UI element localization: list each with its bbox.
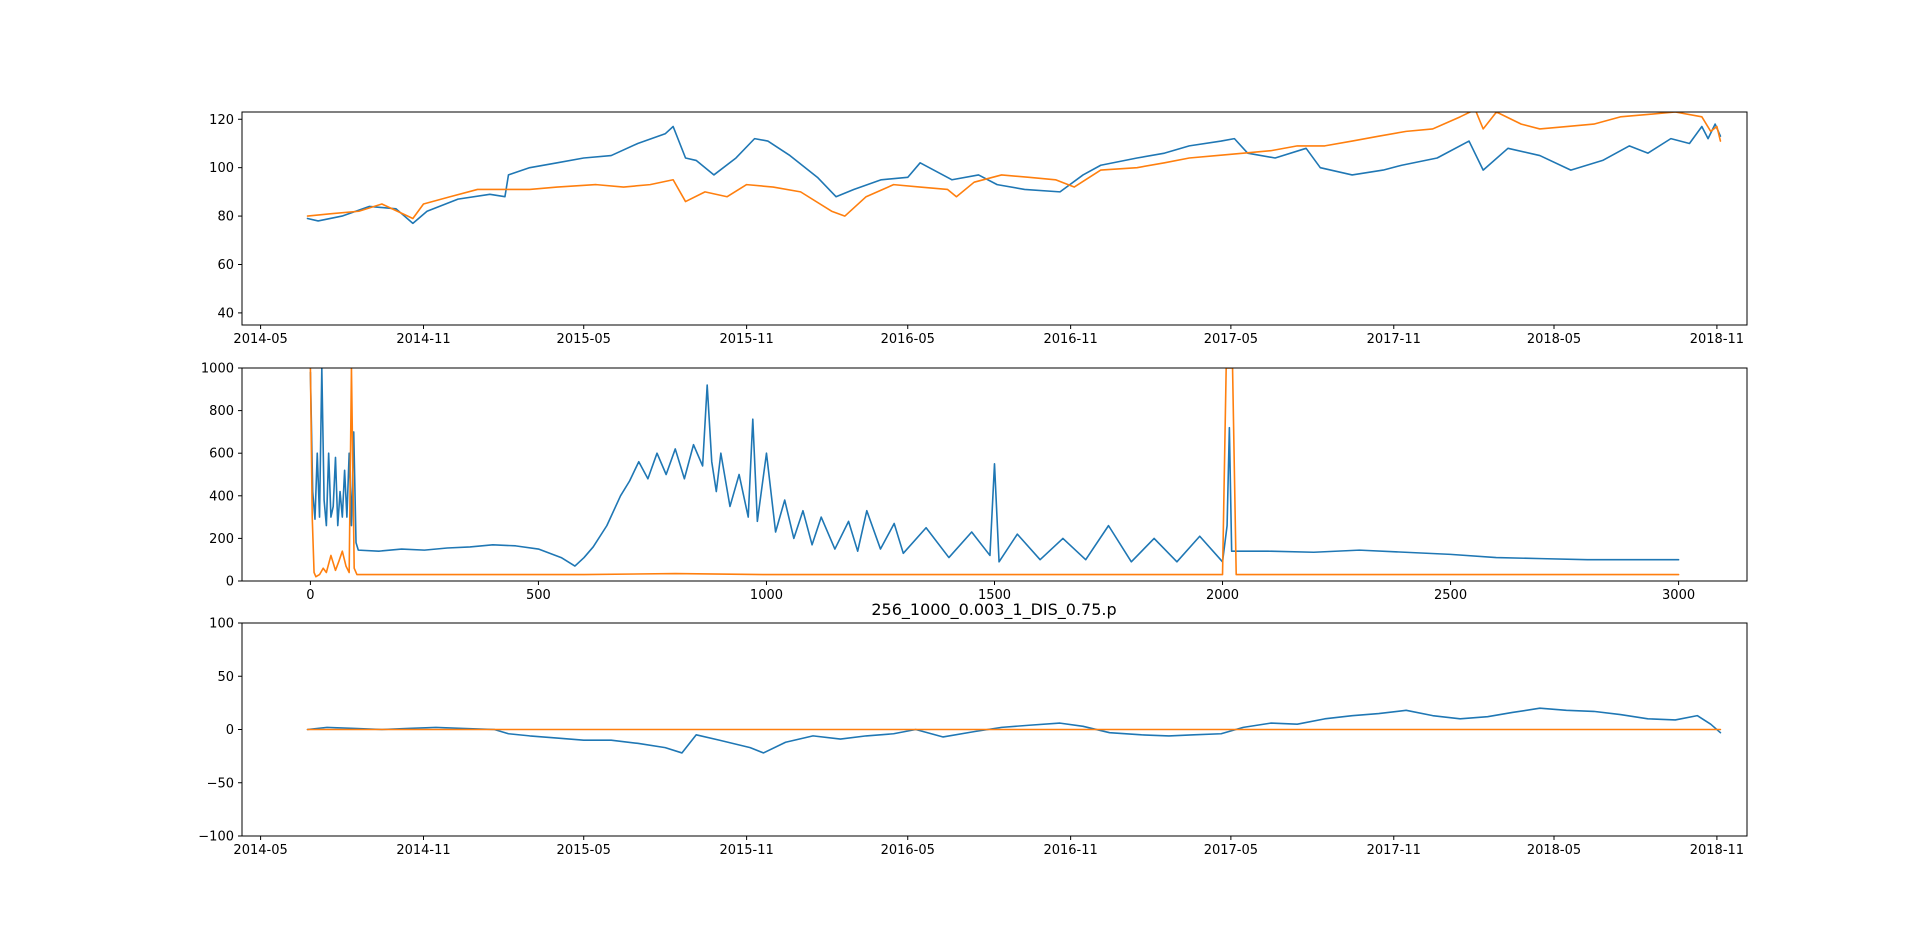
bottom-difference-chart-x-tick-label: 2018-11 xyxy=(1690,843,1744,858)
middle-iteration-chart-y-tick-label: 600 xyxy=(209,447,234,462)
middle-iteration-chart-x-tick-label: 1500 xyxy=(978,588,1011,603)
middle-iteration-chart-y-tick-label: 800 xyxy=(209,404,234,419)
top-price-chart-series-2-line xyxy=(306,112,1722,220)
top-price-chart-x-tick-label: 2014-11 xyxy=(396,332,450,347)
bottom-difference-chart-x-tick-label: 2015-05 xyxy=(557,843,611,858)
top-price-chart-series xyxy=(306,112,1722,225)
bottom-difference-chart-x-tick-label: 2016-11 xyxy=(1043,843,1097,858)
middle-iteration-chart-series-1-line xyxy=(309,368,1680,567)
middle-iteration-chart-x-tick-label: 2500 xyxy=(1434,588,1467,603)
bottom-difference-chart-x-tick-label: 2015-11 xyxy=(719,843,773,858)
top-price-chart-y-tick-label: 60 xyxy=(217,258,234,273)
bottom-difference-chart-y-tick-label: −50 xyxy=(207,776,234,791)
bottom-difference-chart-x-tick-label: 2018-05 xyxy=(1527,843,1581,858)
top-price-chart-x-tick-label: 2015-11 xyxy=(719,332,773,347)
top-price-chart-y-tick-label: 40 xyxy=(217,306,234,321)
bottom-difference-chart-x-tick-label: 2016-05 xyxy=(881,843,935,858)
middle-iteration-chart-y-tick-label: 1000 xyxy=(201,362,234,377)
bottom-difference-chart-ticks: 2014-05 2014-11 2015-05 2015-11 2016-05 2016-… xyxy=(198,617,1744,859)
bottom-difference-chart-x-tick-label: 2014-11 xyxy=(396,843,450,858)
top-price-chart-y-tick-label: 120 xyxy=(209,113,234,128)
bottom-difference-chart-series xyxy=(306,707,1722,754)
middle-iteration-chart-ticks: 0 500 1000 1500 2000 2500 3000 0 200 400 600 800 100… xyxy=(201,362,1695,604)
top-price-chart-x-tick-label: 2014-05 xyxy=(233,332,287,347)
top-price-chart: 2014-05 2014-11 2015-05 2015-11 2016-05 2016-… xyxy=(209,111,1748,347)
bottom-difference-chart: 256_1000_0.003_1_DIS_0.75.p 2014-05 2014-… xyxy=(198,600,1748,859)
top-price-chart-y-tick-label: 80 xyxy=(217,210,234,225)
top-price-chart-x-tick-label: 2017-05 xyxy=(1204,332,1258,347)
middle-iteration-chart-x-tick-label: 3000 xyxy=(1662,588,1695,603)
middle-iteration-chart-x-tick-label: 1000 xyxy=(750,588,783,603)
top-price-chart-ticks: 2014-05 2014-11 2015-05 2015-11 2016-05 2016-… xyxy=(209,113,1744,347)
middle-iteration-chart: 0 500 1000 1500 2000 2500 3000 0 200 400 600 800 100… xyxy=(201,362,1748,604)
bottom-difference-chart-title: 256_1000_0.003_1_DIS_0.75.p xyxy=(871,600,1116,620)
middle-iteration-chart-series-2-line xyxy=(309,368,1680,578)
top-price-chart-x-tick-label: 2017-11 xyxy=(1367,332,1421,347)
bottom-difference-chart-x-tick-label: 2014-05 xyxy=(233,843,287,858)
bottom-difference-chart-series-1-line xyxy=(306,707,1722,754)
bottom-difference-chart-y-tick-label: −100 xyxy=(198,830,234,845)
top-price-chart-frame xyxy=(241,111,1748,326)
top-price-chart-x-tick-label: 2016-05 xyxy=(881,332,935,347)
bottom-difference-chart-y-tick-label: 100 xyxy=(209,617,234,632)
middle-iteration-chart-x-tick-label: 2000 xyxy=(1206,588,1239,603)
middle-iteration-chart-y-tick-label: 400 xyxy=(209,489,234,504)
middle-iteration-chart-y-tick-label: 0 xyxy=(226,575,234,590)
bottom-difference-chart-y-tick-label: 0 xyxy=(226,723,234,738)
top-price-chart-x-tick-label: 2016-11 xyxy=(1043,332,1097,347)
bottom-difference-chart-y-tick-label: 50 xyxy=(217,670,234,685)
bottom-difference-chart-x-tick-label: 2017-11 xyxy=(1367,843,1421,858)
middle-iteration-chart-series xyxy=(309,368,1680,578)
bottom-difference-chart-x-tick-label: 2017-05 xyxy=(1204,843,1258,858)
middle-iteration-chart-y-tick-label: 200 xyxy=(209,532,234,547)
middle-iteration-chart-x-tick-label: 500 xyxy=(526,588,551,603)
top-price-chart-x-tick-label: 2018-11 xyxy=(1690,332,1744,347)
top-price-chart-series-1-line xyxy=(306,123,1722,225)
top-price-chart-x-tick-label: 2018-05 xyxy=(1527,332,1581,347)
middle-iteration-chart-x-tick-label: 0 xyxy=(306,588,314,603)
top-price-chart-y-tick-label: 100 xyxy=(209,161,234,176)
top-price-chart-x-tick-label: 2015-05 xyxy=(557,332,611,347)
